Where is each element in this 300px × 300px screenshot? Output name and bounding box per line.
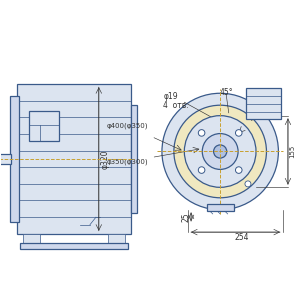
Bar — [17, 84, 130, 234]
Text: 155: 155 — [290, 145, 296, 158]
Bar — [10, 96, 19, 222]
Circle shape — [198, 167, 205, 173]
Circle shape — [162, 93, 278, 210]
Bar — [130, 105, 137, 213]
Circle shape — [202, 134, 238, 169]
Circle shape — [184, 116, 256, 187]
Text: 25: 25 — [181, 212, 190, 222]
Bar — [20, 243, 128, 248]
Bar — [108, 234, 124, 245]
Circle shape — [236, 167, 242, 173]
Bar — [23, 234, 40, 245]
Text: 254: 254 — [234, 233, 249, 242]
Circle shape — [214, 145, 227, 158]
Bar — [29, 111, 59, 141]
Circle shape — [236, 130, 242, 136]
Bar — [246, 88, 281, 119]
Text: 4  отв.: 4 отв. — [164, 101, 189, 110]
Text: φ400(φ350): φ400(φ350) — [107, 123, 148, 129]
Circle shape — [198, 130, 205, 136]
Bar — [0, 154, 11, 164]
Bar — [207, 204, 234, 211]
Circle shape — [245, 181, 251, 187]
Text: φ350(φ300): φ350(φ300) — [107, 158, 148, 165]
Text: 45°: 45° — [219, 88, 233, 97]
Circle shape — [174, 105, 266, 198]
Text: φ19: φ19 — [164, 92, 178, 101]
Text: φ320: φ320 — [101, 149, 110, 169]
